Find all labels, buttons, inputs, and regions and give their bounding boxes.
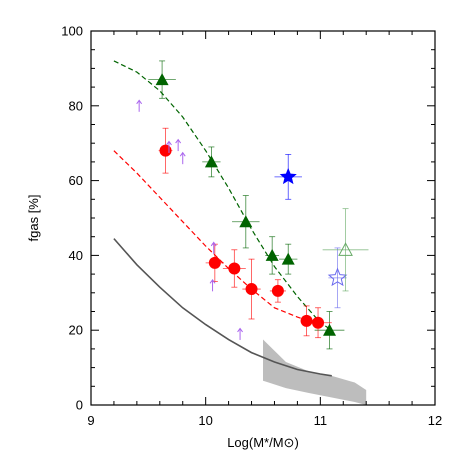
filled-triangle-point bbox=[314, 311, 345, 350]
x-axis-title: Log(M*/M⊙) bbox=[227, 435, 299, 450]
arrow-head bbox=[175, 138, 182, 144]
solid-curve-2 bbox=[113, 238, 332, 377]
x-tick-label: 12 bbox=[428, 413, 442, 428]
ticks-layer bbox=[90, 30, 436, 406]
star-marker bbox=[327, 267, 348, 287]
arrow-head bbox=[166, 140, 172, 146]
circle-marker bbox=[271, 284, 284, 297]
triangle-marker bbox=[204, 155, 218, 168]
triangle-marker bbox=[155, 73, 169, 86]
circle-marker bbox=[159, 144, 172, 157]
triangle-marker bbox=[281, 252, 295, 265]
y-tick-label: 40 bbox=[69, 248, 83, 263]
filled-circle-point bbox=[205, 243, 225, 282]
filled-circle-point bbox=[158, 127, 173, 174]
filled-circle-point bbox=[222, 249, 246, 288]
circle-marker bbox=[245, 283, 258, 296]
open-star-point bbox=[327, 247, 348, 309]
points-layer bbox=[136, 60, 369, 350]
dashed-curve-0 bbox=[113, 60, 333, 331]
up-arrow-point bbox=[166, 140, 172, 153]
y-axis-title: fgas [%] bbox=[26, 195, 41, 242]
arrow-head bbox=[210, 241, 217, 247]
filled-circle-point bbox=[304, 307, 332, 339]
circle-marker bbox=[312, 316, 325, 329]
filled-triangle-point bbox=[279, 243, 298, 275]
x-tick-label: 9 bbox=[87, 413, 94, 428]
filled-circle-point bbox=[269, 279, 286, 303]
up-arrow-point bbox=[209, 278, 216, 292]
filled-circle-point bbox=[242, 258, 261, 320]
triangle-marker bbox=[338, 242, 353, 256]
shaded-band-layer bbox=[263, 339, 367, 405]
tick-labels-layer: 9 10 11 12 0 20 40 60 80 100 bbox=[61, 24, 442, 429]
y-tick-label: 60 bbox=[69, 173, 83, 188]
filled-triangle-point bbox=[265, 236, 280, 275]
triangle-marker bbox=[265, 248, 279, 261]
filled-triangle-point bbox=[202, 146, 221, 178]
circle-marker bbox=[228, 262, 241, 275]
y-tick-label: 20 bbox=[69, 323, 83, 338]
up-arrow-point bbox=[179, 151, 186, 165]
filled-triangle-point bbox=[148, 60, 176, 99]
triangle-marker bbox=[239, 215, 253, 228]
circle-marker bbox=[208, 256, 221, 269]
filled-circle-point bbox=[300, 305, 313, 337]
curves-layer bbox=[113, 60, 333, 377]
arrow-head bbox=[209, 278, 216, 284]
arrow-head bbox=[237, 327, 243, 333]
star-marker bbox=[279, 167, 297, 185]
filled-triangle-point bbox=[232, 195, 260, 249]
y-tick-label: 80 bbox=[69, 98, 83, 113]
up-arrow-point bbox=[210, 241, 217, 254]
filled-star-point bbox=[274, 154, 302, 200]
circle-marker bbox=[300, 314, 313, 327]
arrow-head bbox=[136, 99, 143, 105]
open-triangle-point bbox=[322, 208, 369, 292]
y-tick-label: 100 bbox=[61, 24, 83, 39]
x-tick-label: 11 bbox=[314, 413, 328, 428]
up-arrow-point bbox=[136, 99, 143, 112]
up-arrow-point bbox=[175, 138, 182, 152]
shaded-band bbox=[263, 339, 367, 405]
y-tick-label: 0 bbox=[76, 398, 83, 413]
up-arrow-point bbox=[237, 327, 243, 340]
triangle-marker bbox=[323, 323, 337, 336]
x-tick-label: 10 bbox=[198, 413, 212, 428]
arrow-head bbox=[179, 151, 186, 157]
